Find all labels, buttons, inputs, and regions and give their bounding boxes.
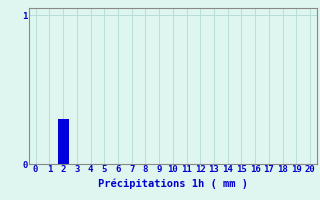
X-axis label: Précipitations 1h ( mm ): Précipitations 1h ( mm ) <box>98 179 248 189</box>
Bar <box>58 119 68 164</box>
